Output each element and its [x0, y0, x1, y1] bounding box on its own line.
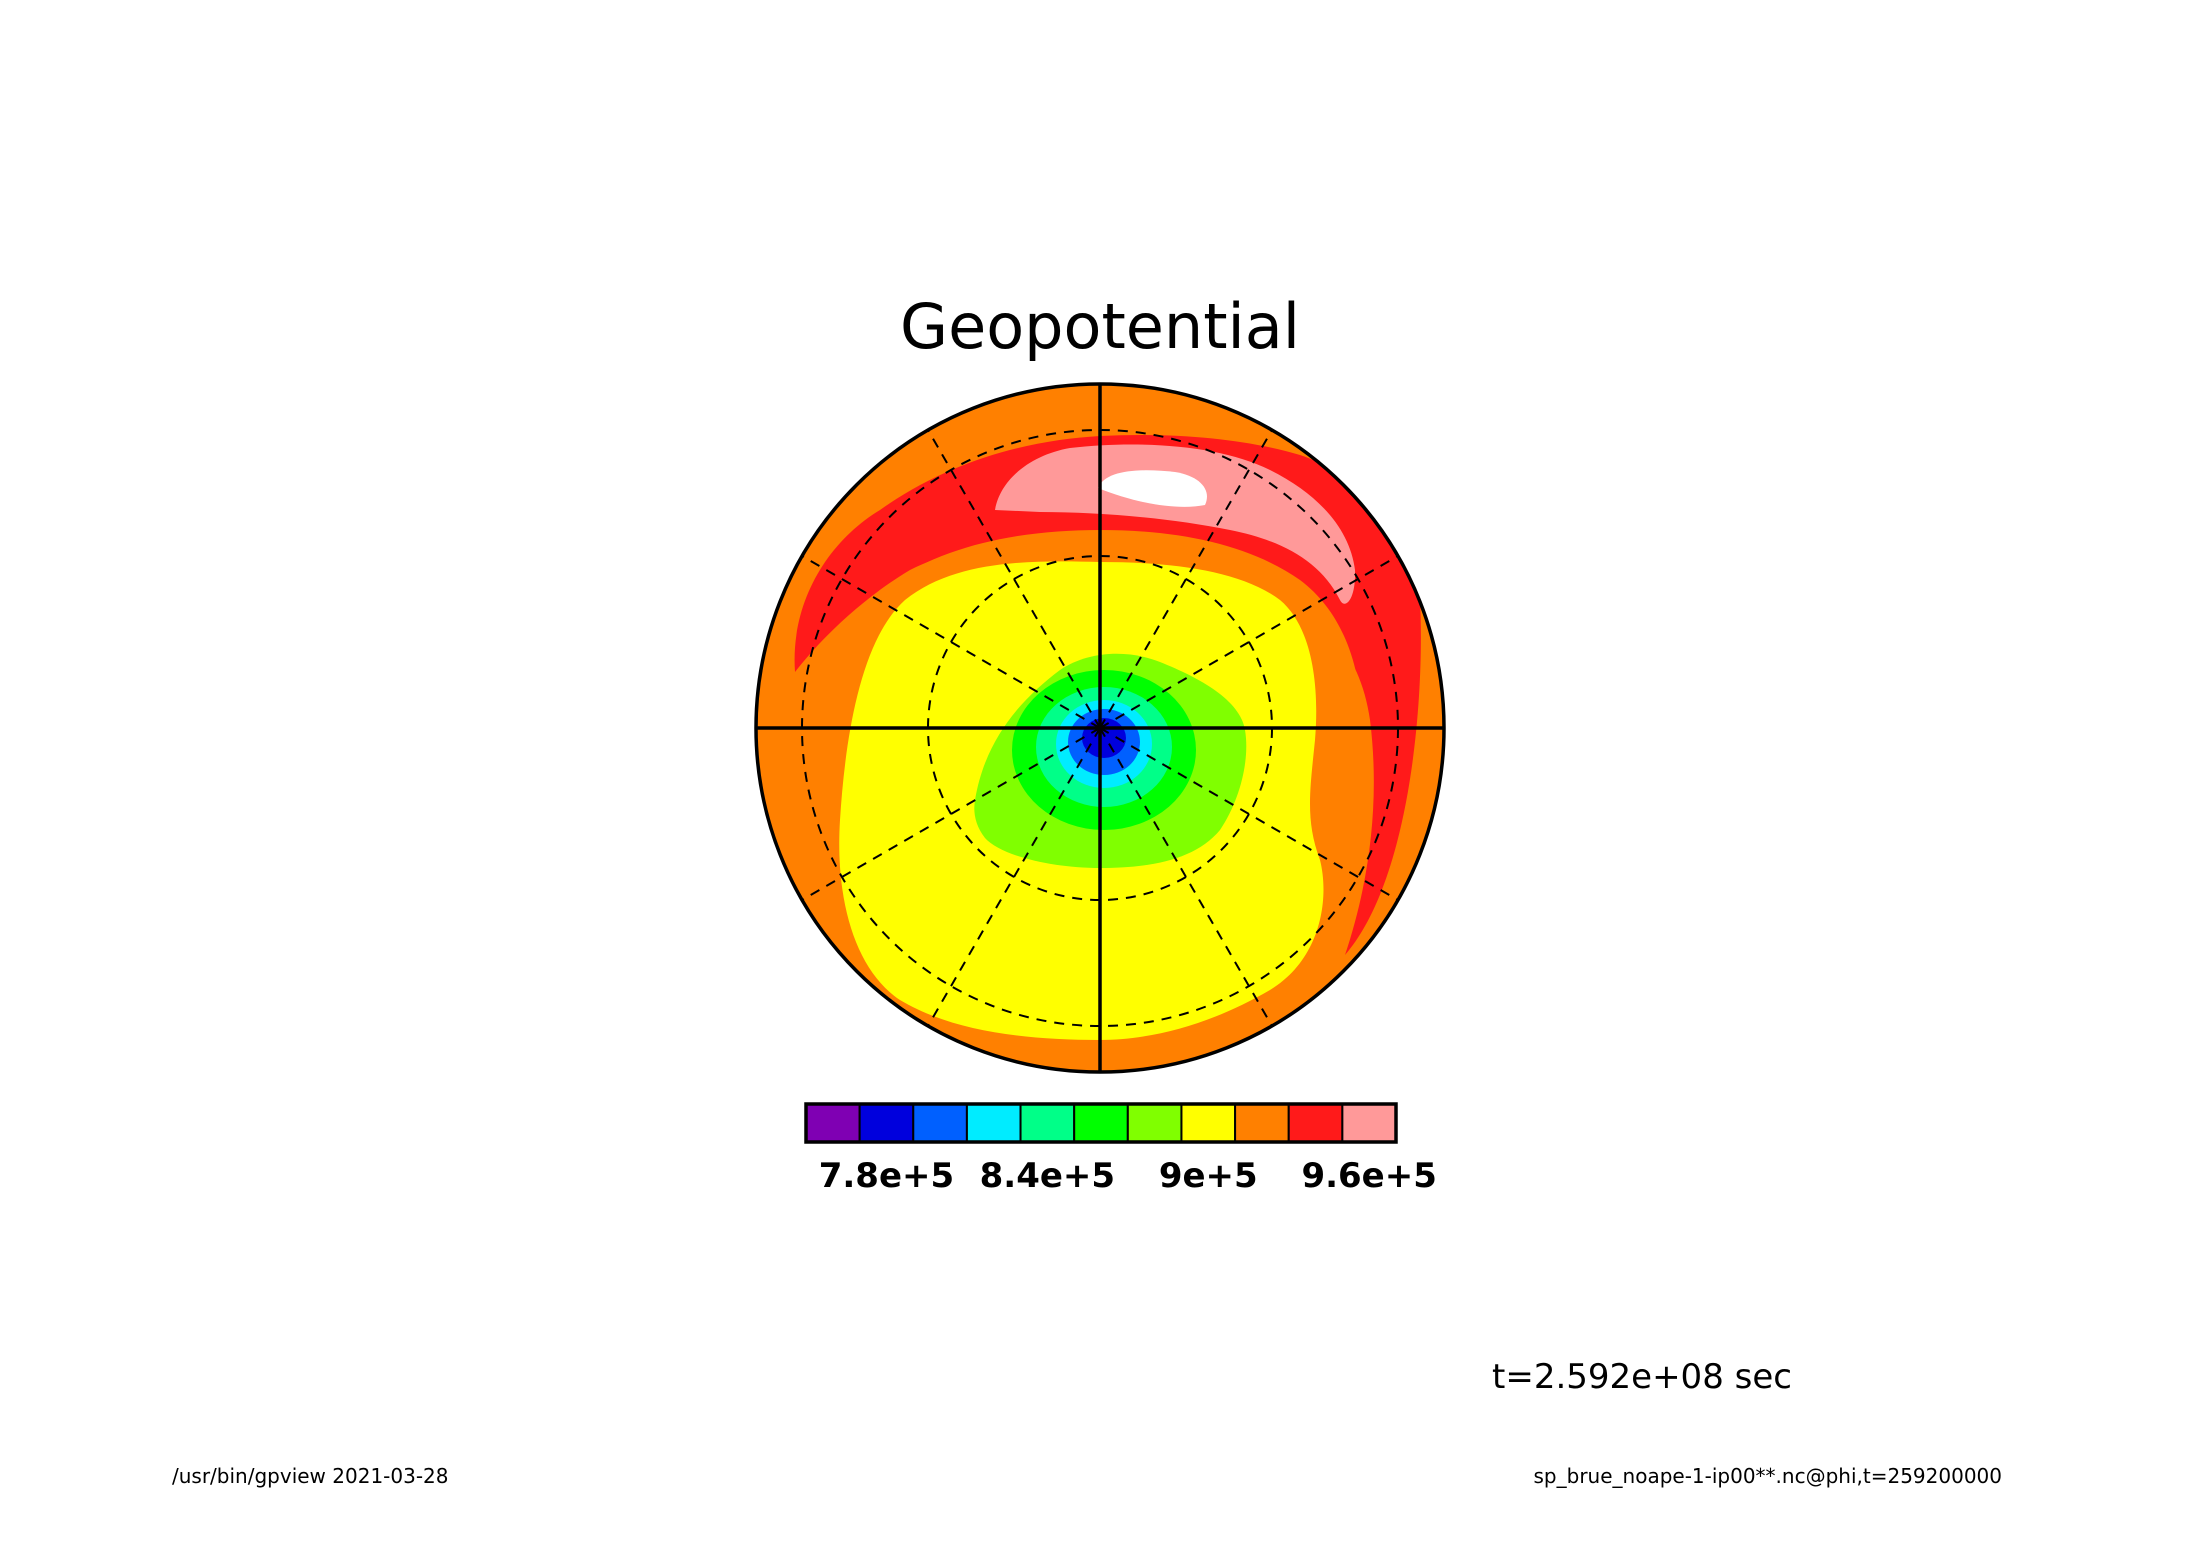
colorbar-tick-label: 9e+5 [1159, 1156, 1258, 1196]
footer-right: sp_brue_noape-1-ip00**.nc@phi,t=25920000… [1534, 1464, 2002, 1488]
colorbar-cell [965, 1103, 1022, 1143]
colorbar-cell [1019, 1103, 1076, 1143]
colorbar-cell [1180, 1103, 1237, 1143]
colorbar-cell [1073, 1103, 1129, 1143]
meridian-line [927, 429, 1101, 729]
colorbar-cell [1126, 1103, 1183, 1143]
meridian-line [801, 727, 1101, 901]
colorbar-cell [858, 1103, 915, 1143]
map-boundary [754, 382, 1446, 1074]
meridian-line [1099, 429, 1273, 729]
colorbar-cell [1287, 1103, 1344, 1143]
region-dark-blue [1082, 718, 1126, 758]
colorbar: 7.8e+5 8.4e+5 9e+5 9.6e+5 [804, 1102, 1437, 1196]
chart-title: Geopotential [900, 290, 1300, 363]
colorbar-frame [804, 1102, 1398, 1144]
region-pink [995, 444, 1356, 604]
meridian-line [1099, 555, 1399, 729]
colorbar-tick-label: 9.6e+5 [1301, 1156, 1436, 1196]
colorbar-cell [1234, 1103, 1290, 1143]
colorbar-cell [912, 1103, 968, 1143]
region-white [1098, 470, 1207, 507]
meridian-line [927, 727, 1101, 1027]
meridian-line [801, 555, 1101, 729]
graticule [754, 382, 1446, 1074]
colorbar-cell [805, 1103, 861, 1143]
meridian-line [1099, 727, 1399, 901]
colorbar-tick-label: 7.8e+5 [819, 1156, 954, 1196]
footer-left: /usr/bin/gpview 2021-03-28 [172, 1464, 449, 1488]
colorbar-tick-label: 8.4e+5 [980, 1156, 1115, 1196]
time-label: t=2.592e+08 sec [1492, 1357, 1792, 1397]
meridian-line [1099, 727, 1273, 1027]
colorbar-cell [1341, 1103, 1398, 1143]
polar-map [756, 384, 1444, 1072]
